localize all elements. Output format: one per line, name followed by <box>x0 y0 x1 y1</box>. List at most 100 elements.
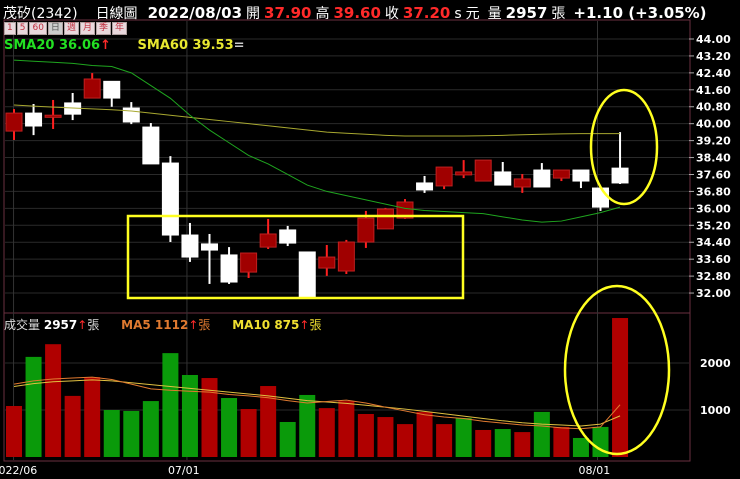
volume-label: 量 <box>487 6 502 22</box>
candle <box>572 169 590 189</box>
candle-body <box>376 208 394 230</box>
candle <box>318 244 336 276</box>
candle <box>455 160 473 179</box>
candle <box>25 103 43 136</box>
volume-bar <box>240 409 257 457</box>
volume-bar <box>123 410 140 457</box>
vma10-arrow: ↑ <box>299 318 310 332</box>
vma10-unit: 張 <box>309 318 322 332</box>
ma-legend: SMA20 36.06↑ SMA60 39.53= <box>4 38 245 53</box>
price-tick-label: 33.60 <box>696 253 731 266</box>
sma20-arrow: ↑ <box>100 38 112 53</box>
volume-bar <box>592 426 609 457</box>
candle <box>435 166 453 190</box>
candle-body <box>435 166 453 187</box>
period-1[interactable]: 1 <box>4 22 16 35</box>
volume-bar <box>553 426 570 457</box>
annotation-box <box>126 214 465 300</box>
candle <box>83 73 101 99</box>
annotation-ellipse <box>563 284 671 456</box>
sma20-legend: SMA20 36.06 <box>4 38 101 53</box>
candle <box>181 222 199 262</box>
vma5-legend: MA5 1112 <box>121 318 189 332</box>
candle <box>611 132 629 185</box>
candle-body <box>592 187 609 208</box>
candle-body <box>220 254 238 283</box>
volume-bar <box>357 413 374 457</box>
volume-bar <box>260 386 277 457</box>
candle <box>142 123 160 165</box>
candle <box>103 80 121 107</box>
candle <box>416 175 434 193</box>
candle-body <box>25 112 43 127</box>
price-tick-label: 41.60 <box>696 84 731 97</box>
candle-body <box>259 233 277 248</box>
price-tick-label: 43.20 <box>696 50 731 63</box>
candle-body <box>513 178 531 188</box>
price-tick-label: 35.20 <box>696 219 731 232</box>
volume-bar <box>318 408 335 457</box>
vma5-unit: 張 <box>198 318 211 332</box>
candle-body <box>103 80 121 99</box>
candle <box>240 252 258 279</box>
candle-body <box>494 171 512 186</box>
vma10-line <box>13 379 621 427</box>
volume-bar <box>103 410 120 457</box>
price-tick-label: 39.20 <box>696 135 731 148</box>
candle-body <box>201 243 218 251</box>
candle <box>259 218 277 250</box>
period-quarter[interactable]: 季 <box>95 22 111 35</box>
period-month[interactable]: 月 <box>79 22 95 35</box>
candle-body <box>181 234 199 258</box>
volume-bar <box>84 377 101 457</box>
period-60[interactable]: 60 <box>29 22 47 35</box>
date-label: 07/01 <box>168 464 200 477</box>
candle <box>513 174 531 193</box>
candle <box>220 247 238 284</box>
price-tick-label: 40.80 <box>696 101 731 114</box>
period-week[interactable]: 週 <box>63 22 79 35</box>
high-label: 高 <box>315 6 330 22</box>
candle-body <box>279 229 297 244</box>
unit-s: s <box>454 6 462 22</box>
price-tick-label: 38.40 <box>696 152 731 165</box>
candle <box>298 251 316 298</box>
period-day[interactable]: 日 <box>47 22 63 35</box>
price-tick-label: 40.00 <box>696 118 731 131</box>
open-label: 開 <box>246 6 261 22</box>
volume-panel-frame <box>3 312 691 462</box>
volume-bar <box>494 429 511 457</box>
candle <box>494 161 512 186</box>
candle-body <box>5 112 23 132</box>
candle-body <box>240 252 258 273</box>
candle-body <box>474 159 492 182</box>
volume-bar <box>25 356 42 457</box>
volume-bar <box>455 417 472 457</box>
candle <box>376 207 394 230</box>
candle-body <box>611 167 629 184</box>
volume-bar <box>6 406 22 457</box>
sma60-line <box>13 104 621 137</box>
price-tick-label: 42.40 <box>696 67 731 80</box>
volume-bar <box>514 432 531 457</box>
volume-bar <box>201 378 218 457</box>
volume-bar <box>181 374 198 457</box>
volume-bar <box>45 344 62 457</box>
volume-bar <box>397 424 413 457</box>
chart-type: 日線圖 <box>95 6 138 22</box>
price-tick-label: 44.00 <box>696 33 731 46</box>
candle-body <box>533 169 551 188</box>
candle <box>44 99 62 129</box>
volume-value: 2957 <box>505 4 548 22</box>
candle <box>161 156 179 243</box>
candle-body <box>455 171 473 176</box>
price-tick-label: 37.60 <box>696 168 731 181</box>
period-year[interactable]: 年 <box>111 22 127 35</box>
volume-bar <box>436 424 453 457</box>
close-value: 37.20 <box>402 4 451 22</box>
period-5[interactable]: 5 <box>16 22 29 35</box>
candle <box>122 102 140 125</box>
volume-unit: 張 <box>87 318 100 332</box>
volume-value: 2957 <box>43 318 78 332</box>
